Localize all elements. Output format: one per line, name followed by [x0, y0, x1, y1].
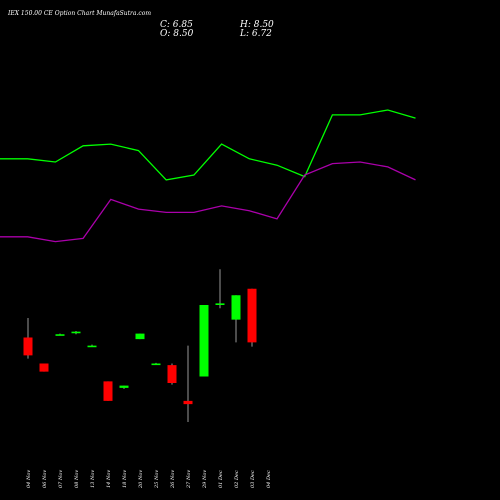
x-tick-label: 08 Nov: [74, 470, 80, 488]
indicator-lines: [0, 109, 416, 243]
x-tick-label: 14 Nov: [106, 470, 112, 488]
open-value: O: 8.50: [160, 29, 194, 39]
x-axis-labels: 04 Nov 06 Nov 07 Nov 08 Nov 13 Nov 14 Nov 18 N…: [26, 470, 272, 489]
x-tick-label: 04 Dec: [266, 470, 272, 488]
candle-body: [135, 333, 145, 340]
candle-body: [39, 363, 49, 372]
x-tick-label: 13 Nov: [90, 470, 96, 488]
x-tick-label: 26 Nov: [170, 470, 176, 489]
candle-body: [23, 337, 33, 356]
x-tick-label: 18 Nov: [122, 470, 128, 488]
high-value: H: 8.50: [240, 20, 274, 30]
x-tick-label: 06 Nov: [42, 470, 48, 488]
candle-body: [87, 345, 97, 348]
low-value: L: 6.72: [240, 29, 272, 39]
lower-line: [0, 161, 416, 243]
x-tick-label: 02 Dec: [234, 470, 240, 488]
candle-body: [71, 331, 81, 334]
candle-body: [199, 305, 209, 377]
x-tick-label: 27 Nov: [186, 470, 192, 489]
candle-body: [167, 365, 177, 383]
x-tick-label: 20 Nov: [138, 470, 144, 489]
candle-body: [151, 363, 161, 366]
candle-body: [231, 295, 241, 320]
candle-body: [103, 381, 113, 401]
x-tick-label: 29 Nov: [202, 470, 208, 489]
x-tick-label: 03 Dec: [250, 470, 256, 488]
candle-body: [215, 303, 225, 305]
x-tick-label: 07 Nov: [58, 470, 64, 488]
candle-body: [55, 334, 65, 336]
upper-line: [0, 109, 416, 181]
chart-title: IEX 150.00 CE Option Chart MunafaSutra.c…: [8, 10, 152, 17]
candles: [23, 269, 257, 422]
x-tick-label: 04 Nov: [26, 470, 32, 488]
candle-body: [247, 288, 257, 343]
close-value: C: 6.85: [160, 20, 193, 30]
x-tick-label: 25 Nov: [154, 470, 160, 489]
x-tick-label: 01 Dec: [218, 470, 224, 488]
candle-body: [119, 385, 129, 388]
candle-body: [183, 400, 193, 405]
